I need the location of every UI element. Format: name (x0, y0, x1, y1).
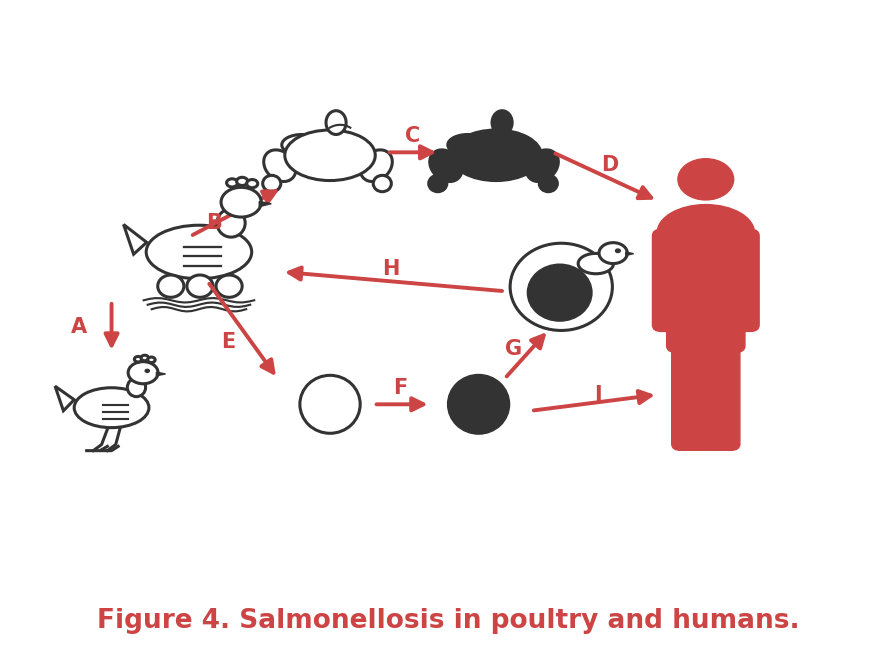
Circle shape (148, 357, 155, 362)
Ellipse shape (539, 176, 557, 191)
Ellipse shape (492, 111, 513, 135)
FancyBboxPatch shape (672, 313, 712, 450)
Ellipse shape (374, 176, 392, 191)
FancyBboxPatch shape (652, 229, 690, 331)
Text: H: H (383, 259, 400, 279)
Ellipse shape (158, 275, 184, 297)
Text: D: D (601, 155, 618, 176)
Circle shape (678, 158, 734, 200)
Polygon shape (124, 224, 147, 254)
Ellipse shape (263, 150, 296, 182)
Circle shape (128, 362, 158, 383)
Ellipse shape (529, 265, 591, 320)
Polygon shape (157, 372, 166, 376)
Circle shape (227, 179, 237, 187)
Ellipse shape (127, 378, 145, 397)
Ellipse shape (578, 253, 614, 274)
Polygon shape (55, 386, 74, 411)
Circle shape (616, 249, 620, 253)
Ellipse shape (510, 244, 612, 331)
Ellipse shape (657, 205, 754, 261)
Ellipse shape (263, 176, 280, 191)
Circle shape (221, 187, 262, 217)
FancyBboxPatch shape (700, 313, 740, 450)
FancyBboxPatch shape (721, 229, 759, 331)
Circle shape (237, 178, 247, 185)
Text: A: A (71, 317, 87, 337)
Circle shape (246, 180, 258, 187)
Text: B: B (206, 213, 221, 234)
Ellipse shape (187, 275, 213, 297)
Text: Figure 4. Salmonellosis in poultry and humans.: Figure 4. Salmonellosis in poultry and h… (97, 608, 799, 634)
Ellipse shape (281, 135, 322, 155)
Ellipse shape (526, 150, 558, 182)
Text: E: E (220, 331, 235, 352)
Polygon shape (625, 252, 633, 255)
Ellipse shape (448, 376, 509, 433)
Circle shape (134, 356, 142, 362)
Ellipse shape (326, 111, 346, 135)
Ellipse shape (285, 130, 375, 181)
Ellipse shape (217, 209, 246, 237)
Polygon shape (259, 201, 271, 207)
Circle shape (141, 355, 149, 361)
Ellipse shape (430, 150, 461, 182)
Text: G: G (505, 339, 522, 360)
Circle shape (599, 243, 627, 263)
Ellipse shape (216, 275, 242, 297)
Ellipse shape (448, 135, 488, 155)
FancyBboxPatch shape (667, 226, 745, 352)
Ellipse shape (146, 225, 252, 279)
Text: I: I (594, 385, 602, 405)
Circle shape (145, 370, 150, 372)
Text: F: F (392, 378, 407, 398)
Ellipse shape (300, 376, 360, 433)
Ellipse shape (428, 176, 447, 191)
Ellipse shape (451, 130, 541, 181)
Ellipse shape (74, 387, 149, 428)
Text: C: C (405, 126, 420, 146)
Ellipse shape (360, 150, 392, 182)
